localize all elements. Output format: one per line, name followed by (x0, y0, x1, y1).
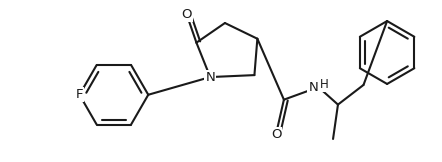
Text: F: F (76, 88, 83, 101)
Text: O: O (181, 8, 192, 21)
Text: H: H (320, 78, 328, 91)
Text: N: N (206, 71, 215, 84)
Text: H: H (312, 81, 321, 94)
Text: O: O (271, 127, 281, 141)
Text: N: N (309, 81, 318, 94)
